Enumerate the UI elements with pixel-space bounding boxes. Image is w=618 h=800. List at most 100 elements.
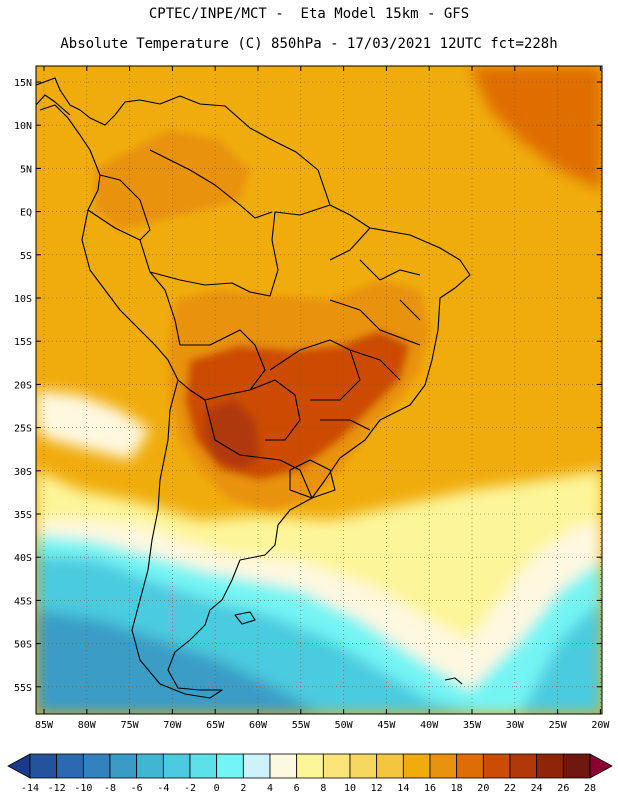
lat-label: 55S	[14, 683, 32, 694]
colorbar-box	[136, 753, 164, 779]
colorbar-min-arrow	[7, 753, 31, 779]
lon-label: 55W	[292, 720, 311, 731]
colorbar-box	[482, 753, 511, 779]
lat-label: 45S	[14, 596, 32, 607]
colorbar-label: 24	[531, 783, 543, 794]
longitude-axis: 85W 80W 75W 70W 65W 60W 55W 50W 45W 40W 35W 30W 25W 2…	[35, 66, 610, 731]
lat-label: 5N	[20, 164, 32, 175]
colorbar-label: 10	[344, 783, 356, 794]
colorbar-box	[562, 753, 591, 779]
south-america-coastline	[36, 77, 471, 699]
colorbar-label: 6	[294, 783, 300, 794]
lon-label: 70W	[163, 720, 182, 731]
lat-label: 5S	[20, 251, 32, 262]
colorbar-max-arrow	[589, 753, 613, 779]
field-cold-right	[520, 600, 602, 714]
colorbar-box	[536, 753, 564, 779]
lon-label: 45W	[377, 720, 396, 731]
colorbar-label: 20	[477, 783, 489, 794]
lat-label: 10S	[14, 294, 32, 305]
colorbar-label: 8	[320, 783, 326, 794]
lon-label: 35W	[463, 720, 482, 731]
brazil-states	[269, 227, 421, 431]
lat-label: 50S	[14, 640, 32, 651]
lat-label: 15S	[14, 337, 32, 348]
colorbar-box	[56, 753, 84, 779]
colorbar-labels: -14 -12 -10 -8 -6 -4 -2 0 2 4 6 8 10 12 14 16 18 20 22 24 26…	[21, 783, 596, 794]
colorbar-label: 22	[504, 783, 516, 794]
colorbar-box	[29, 753, 58, 779]
colorbar-box	[376, 753, 404, 779]
latitude-axis: 15N 10N 5N EQ 5S 10S 15S 20S 25S 30S 35S 40S 45S 50S 5…	[14, 78, 602, 694]
lon-label: 50W	[335, 720, 354, 731]
map-frame	[35, 65, 603, 715]
peru-border	[87, 209, 181, 346]
lat-label: 20S	[14, 380, 32, 391]
lon-label: 40W	[420, 720, 439, 731]
lon-label: 75W	[121, 720, 140, 731]
lon-label: 20W	[591, 720, 610, 731]
field-pale-patch	[36, 390, 150, 460]
lat-label: 30S	[14, 467, 32, 478]
colorbar-box	[82, 753, 111, 779]
uruguay-border	[289, 459, 336, 499]
brazil-border	[149, 204, 331, 297]
coastlines	[36, 77, 471, 699]
colorbar-label: 28	[584, 783, 596, 794]
colombia-border	[99, 174, 151, 241]
field-hottest	[205, 400, 260, 470]
field-colder-band	[36, 610, 320, 714]
colorbar-box	[242, 753, 271, 779]
lat-label: 10N	[14, 121, 32, 132]
colorbar-label: 14	[397, 783, 409, 794]
colorbar-label: 16	[424, 783, 436, 794]
colorbar-label: 0	[214, 783, 220, 794]
lat-label: 35S	[14, 510, 32, 521]
falklands	[234, 611, 256, 625]
colorbar-label: 12	[371, 783, 383, 794]
colorbar-label: -8	[104, 783, 116, 794]
lon-label: 25W	[549, 720, 568, 731]
central-america	[36, 94, 71, 116]
graticule	[36, 66, 602, 714]
colorbar-box	[456, 753, 484, 779]
colorbar-box	[109, 753, 138, 779]
lat-label: EQ	[20, 208, 32, 219]
colorbar-box	[162, 753, 191, 779]
colorbar-box	[189, 753, 218, 779]
map-title-line1: CPTEC/INPE/MCT - Eta Model 15km - GFS	[148, 6, 470, 22]
lon-label: 65W	[206, 720, 225, 731]
colorbar-box	[322, 753, 351, 779]
lon-label: 60W	[249, 720, 268, 731]
lat-label: 25S	[14, 424, 32, 435]
field-ne-warm	[470, 66, 602, 190]
colorbar-label: -10	[74, 783, 92, 794]
colorbar-box	[402, 753, 431, 779]
colorbar-label: -2	[184, 783, 196, 794]
colorbar-label: -12	[48, 783, 66, 794]
colorbar-box	[269, 753, 298, 779]
argentina-border	[177, 379, 313, 499]
map-title-line2: Absolute Temperature (C) 850hPa - 17/03/…	[60, 36, 558, 52]
colorbar-label: -14	[21, 783, 39, 794]
colorbar-box	[296, 753, 324, 779]
colorbar-label: -6	[131, 783, 143, 794]
lat-label: 40S	[14, 553, 32, 564]
lon-label: 80W	[78, 720, 97, 731]
colorbar-label: 26	[557, 783, 569, 794]
lon-label: 85W	[35, 720, 54, 731]
colorbar-box	[429, 753, 458, 779]
field-north-warm	[95, 130, 250, 230]
colorbar-box	[349, 753, 378, 779]
lon-label: 30W	[506, 720, 525, 731]
colorbar-label: 18	[451, 783, 463, 794]
temperature-field	[36, 66, 602, 714]
colorbar-box	[216, 753, 244, 779]
lat-label: 15N	[14, 78, 32, 89]
colorbar-label: 2	[240, 783, 246, 794]
south-georgia	[444, 677, 463, 685]
colorbar	[7, 753, 613, 779]
venezuela-border	[149, 149, 273, 219]
colorbar-box	[509, 753, 538, 779]
